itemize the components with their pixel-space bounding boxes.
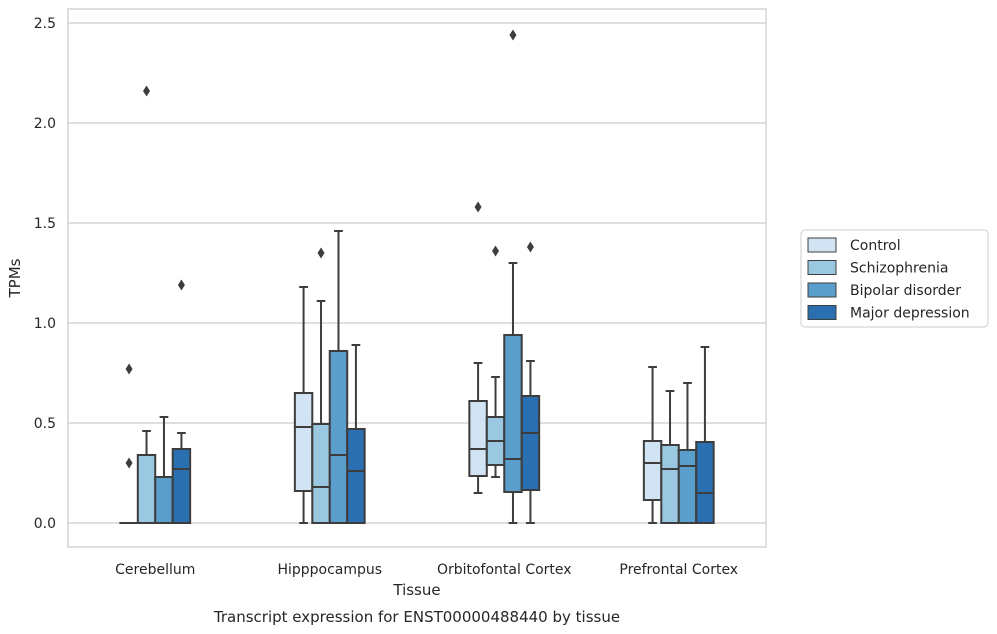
box-schizophrenia-1 (311, 247, 331, 524)
box-control-1 (293, 286, 314, 524)
box-iqr (503, 334, 523, 493)
box-iqr (642, 440, 663, 501)
plot-frame (67, 8, 767, 548)
y-axis-label: TPMs (6, 258, 24, 298)
box-schizophrenia-0 (136, 85, 157, 524)
y-tick-label: 2.0 (34, 116, 56, 132)
box-major-depression-2 (520, 241, 541, 524)
legend: Control Schizophrenia Bipolar disorder Majo… (800, 229, 989, 328)
outlier-point (526, 241, 534, 253)
box-iqr (311, 423, 331, 524)
box-iqr (677, 449, 698, 524)
box-iqr (328, 350, 349, 524)
outlier-point (177, 279, 185, 291)
x-tick-label: Hipppocampus (277, 562, 382, 578)
legend-label: Major depression (850, 306, 970, 322)
box-major-depression-0 (171, 279, 192, 524)
box-control-3 (642, 366, 663, 524)
y-tick-label: 1.5 (34, 216, 56, 232)
outlier-point (125, 457, 133, 469)
outlier-point (125, 363, 133, 375)
x-tick-label: Cerebellum (115, 562, 195, 578)
legend-label: Bipolar disorder (850, 283, 961, 299)
box-bipolar-disorder-3 (677, 382, 698, 524)
outlier-point (317, 247, 325, 259)
box-iqr (136, 454, 157, 524)
box-bipolar-disorder-2 (503, 29, 523, 524)
legend-frame (800, 229, 989, 328)
y-tick-label: 1.0 (34, 316, 56, 332)
y-tick-labels: 0.0 0.5 1.0 1.5 2.0 2.5 (34, 16, 56, 532)
x-axis-label: Tissue (392, 581, 440, 599)
x-tick-label: Orbitofontal Cortex (437, 562, 572, 578)
box-iqr (468, 400, 488, 477)
box-iqr (660, 444, 680, 524)
legend-swatch (807, 282, 837, 298)
box-iqr (520, 395, 541, 491)
box-iqr (293, 392, 314, 492)
box-groups (119, 29, 715, 525)
chart-caption: Transcript expression for ENST0000048844… (213, 608, 620, 626)
legend-swatch (807, 305, 837, 320)
box-major-depression-3 (695, 346, 715, 524)
y-tick-label: 0.0 (34, 516, 56, 532)
box-iqr (171, 448, 192, 524)
box-iqr (154, 476, 174, 524)
outlier-point (143, 85, 151, 97)
x-tick-label: Prefrontal Cortex (619, 562, 738, 578)
outlier-point (474, 201, 482, 213)
legend-label: Control (850, 238, 901, 254)
box-control-0 (119, 363, 139, 525)
box-iqr (695, 441, 715, 524)
outlier-point (509, 29, 517, 41)
x-tick-labels: Cerebellum Hipppocampus Orbitofontal Corte… (115, 562, 738, 578)
legend-swatch (807, 260, 837, 275)
box-schizophrenia-2 (485, 245, 506, 478)
legend-swatch (807, 237, 837, 253)
legend-label: Schizophrenia (850, 261, 948, 277)
outlier-point (492, 245, 500, 257)
box-bipolar-disorder-1 (328, 230, 349, 524)
box-control-2 (468, 201, 488, 494)
y-tick-label: 2.5 (34, 16, 56, 32)
box-schizophrenia-3 (660, 390, 680, 524)
box-major-depression-1 (346, 344, 366, 524)
box-bipolar-disorder-0 (154, 416, 174, 524)
y-tick-label: 0.5 (34, 416, 56, 432)
box-iqr (346, 428, 366, 524)
